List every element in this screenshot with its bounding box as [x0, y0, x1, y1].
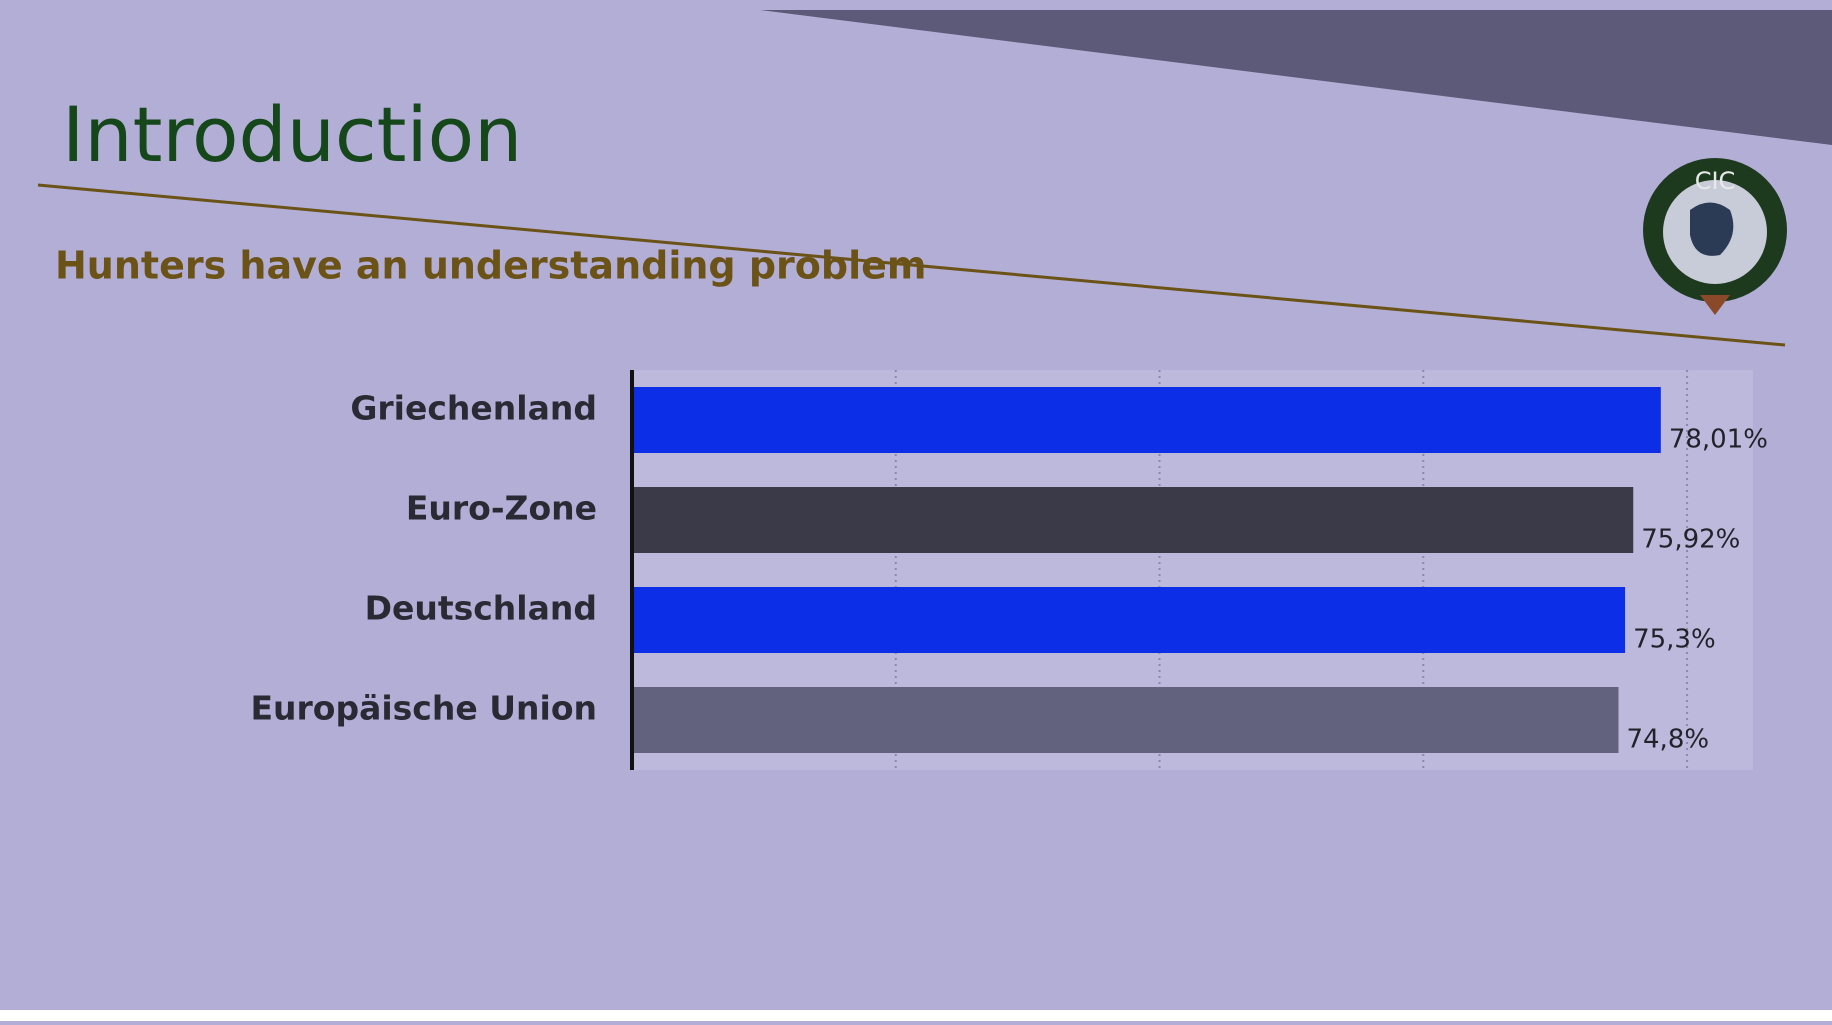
y-tick-label: Griechenland: [350, 389, 597, 428]
logo-text: CIC: [1695, 167, 1736, 195]
bar: [632, 687, 1618, 753]
value-label: 78,01%: [1669, 425, 1768, 455]
page: Introduction Hunters have an understandi…: [0, 0, 1832, 1021]
value-label: 74,8%: [1626, 725, 1709, 755]
value-label: 75,3%: [1633, 625, 1716, 655]
slide-subtitle: Hunters have an understanding problem: [55, 244, 926, 288]
value-label: 75,92%: [1641, 525, 1740, 555]
bar: [632, 387, 1661, 453]
bottom-edge: [0, 1010, 1832, 1021]
y-tick-label: Europäische Union: [250, 689, 597, 728]
slide-title: Introduction: [62, 90, 522, 179]
bar: [632, 587, 1625, 653]
bar: [632, 487, 1633, 553]
y-tick-label: Deutschland: [365, 589, 597, 628]
y-tick-label: Euro-Zone: [406, 489, 597, 528]
slide: Introduction Hunters have an understandi…: [0, 0, 1832, 1021]
